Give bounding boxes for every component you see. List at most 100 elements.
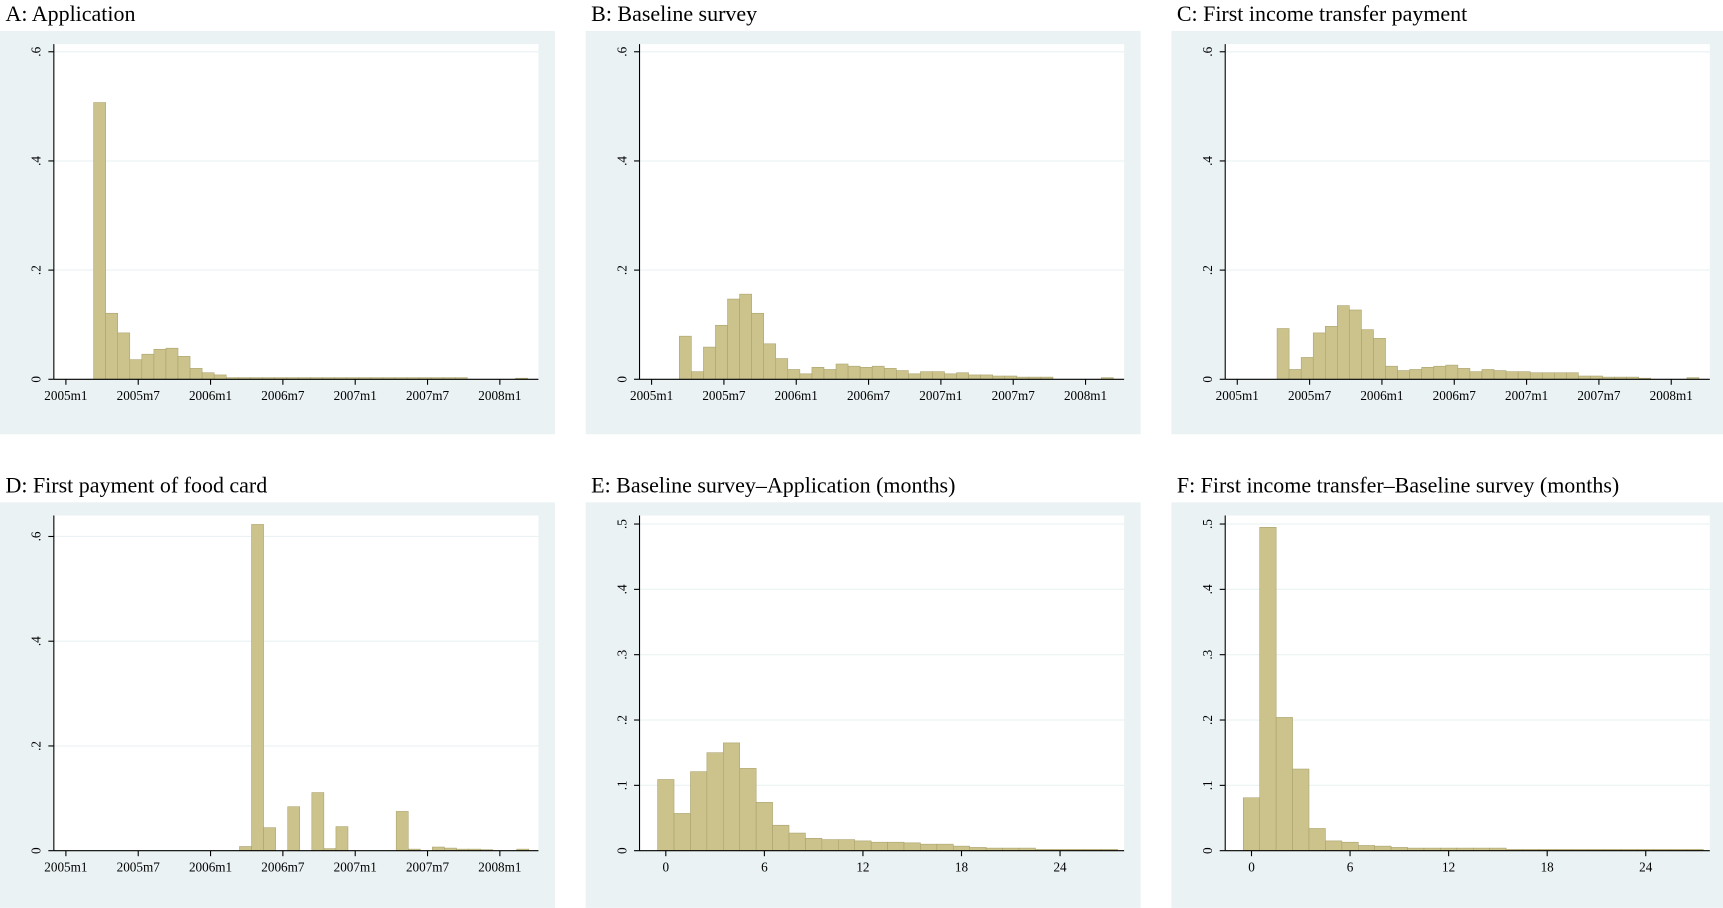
- y-tick-label: .4: [29, 156, 44, 166]
- bar: [823, 369, 837, 380]
- x-tick-label: 2007m1: [334, 388, 377, 403]
- y-tick-label: .3: [1200, 649, 1215, 659]
- bar: [887, 841, 905, 851]
- bar: [944, 373, 957, 380]
- bar: [1276, 328, 1290, 380]
- x-tick-label: 2008m1: [1650, 388, 1693, 403]
- bar: [1312, 332, 1326, 380]
- bar: [105, 312, 119, 380]
- bar: [859, 366, 873, 380]
- bar: [703, 346, 716, 380]
- bar: [673, 813, 691, 851]
- bar: [177, 356, 191, 380]
- bar: [763, 343, 777, 380]
- bar: [1445, 364, 1459, 380]
- bar: [311, 792, 325, 851]
- bar: [870, 841, 888, 851]
- bar: [93, 102, 106, 380]
- x-tick-label: 2007m7: [1577, 388, 1621, 403]
- bar: [968, 374, 981, 380]
- y-tick-label: .4: [614, 156, 629, 166]
- bar: [727, 298, 740, 380]
- bar: [1469, 371, 1483, 380]
- bar: [847, 365, 861, 380]
- bar: [739, 293, 752, 380]
- bar: [811, 366, 825, 380]
- bar: [871, 365, 885, 380]
- panel-title: B: Baseline survey: [591, 1, 757, 26]
- x-tick-label: 0: [1248, 860, 1255, 875]
- bar: [723, 742, 741, 851]
- bar: [715, 324, 728, 380]
- bar: [1361, 329, 1374, 380]
- bar: [1505, 371, 1519, 380]
- bar: [213, 374, 227, 380]
- x-tick-label: 2006m7: [261, 388, 305, 403]
- bar: [751, 312, 764, 380]
- y-tick-label: .6: [29, 531, 44, 541]
- y-tick-label: .2: [614, 715, 629, 725]
- x-tick-label: 2007m1: [334, 860, 377, 875]
- bar: [1421, 366, 1435, 380]
- x-tick-label: 2006m7: [1433, 388, 1477, 403]
- x-tick-label: 2006m1: [1360, 388, 1403, 403]
- y-tick-label: 0: [1200, 847, 1215, 854]
- x-tick-label: 2008m1: [1064, 388, 1107, 403]
- x-tick-label: 2007m7: [406, 388, 450, 403]
- bar: [953, 845, 970, 851]
- panel-title: D: First payment of food card: [5, 472, 267, 497]
- bar: [1409, 369, 1422, 380]
- y-tick-label: 0: [29, 847, 44, 854]
- bar: [153, 348, 167, 380]
- bar: [956, 372, 969, 380]
- bar: [1300, 357, 1314, 380]
- bar: [287, 806, 301, 851]
- x-tick-label: 2005m7: [117, 860, 161, 875]
- y-tick-label: .6: [29, 46, 44, 56]
- bar: [141, 353, 155, 380]
- bar: [775, 358, 789, 380]
- x-tick-label: 18: [1541, 860, 1555, 875]
- bar: [239, 846, 252, 851]
- bar: [1288, 369, 1302, 380]
- x-tick-label: 2007m7: [992, 388, 1036, 403]
- plot-area: [53, 515, 539, 851]
- x-tick-label: 2005m7: [1288, 388, 1332, 403]
- bar: [263, 827, 276, 851]
- x-tick-label: 2005m1: [1216, 388, 1259, 403]
- bar: [165, 347, 179, 380]
- bar: [1397, 370, 1410, 380]
- bar: [739, 768, 757, 851]
- bar: [117, 332, 131, 380]
- bar: [1481, 369, 1495, 380]
- bar: [1373, 338, 1386, 380]
- bar: [129, 359, 143, 380]
- x-tick-label: 2006m1: [189, 860, 232, 875]
- bar: [1385, 365, 1398, 380]
- y-tick-label: .4: [614, 584, 629, 594]
- bar: [1341, 841, 1359, 851]
- plot-area: [1225, 44, 1710, 380]
- bar: [395, 811, 409, 851]
- bar: [788, 832, 806, 851]
- bar: [706, 752, 724, 851]
- bar: [932, 371, 945, 380]
- bar: [835, 363, 849, 380]
- x-tick-label: 12: [1442, 860, 1455, 875]
- x-tick-label: 2006m1: [775, 388, 818, 403]
- x-tick-label: 2005m1: [44, 860, 87, 875]
- bar: [920, 843, 938, 851]
- bar: [1457, 368, 1471, 380]
- x-tick-label: 18: [955, 860, 969, 875]
- y-tick-label: .4: [1200, 156, 1215, 166]
- y-tick-label: 0: [29, 376, 44, 383]
- bar: [1243, 797, 1260, 851]
- y-tick-label: 0: [614, 376, 629, 383]
- x-tick-label: 2005m7: [117, 388, 161, 403]
- bar: [1541, 372, 1555, 380]
- bar: [1374, 845, 1392, 851]
- bar: [980, 374, 994, 380]
- x-tick-label: 2008m1: [478, 860, 521, 875]
- bar: [883, 368, 897, 380]
